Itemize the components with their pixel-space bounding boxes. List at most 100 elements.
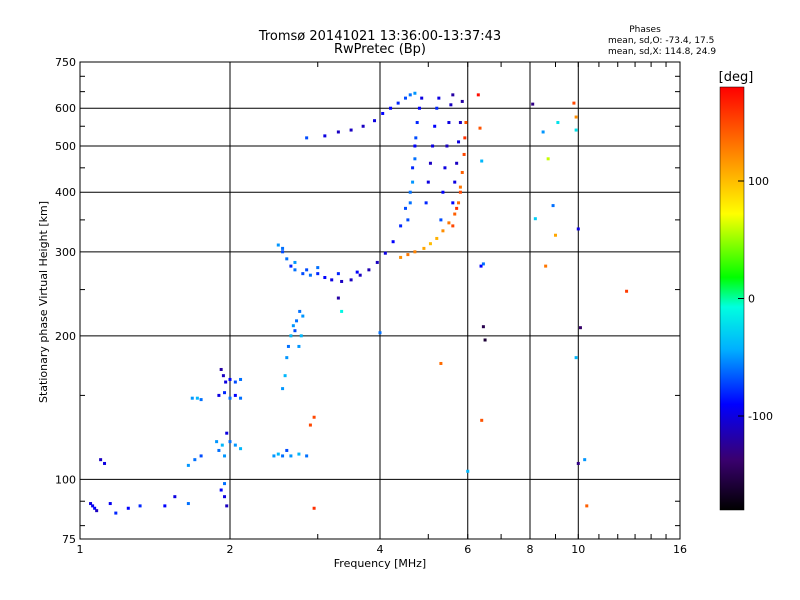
data-point [336, 272, 340, 276]
chart-subtitle: RwPretec (Bp) [334, 42, 426, 57]
data-point [281, 250, 285, 254]
data-point [420, 96, 424, 100]
data-point [553, 233, 557, 237]
data-point [186, 463, 190, 467]
data-point [126, 506, 130, 510]
data-point [447, 221, 451, 225]
data-point [330, 278, 334, 282]
data-point [323, 134, 327, 138]
y-tick-label: 75 [62, 533, 76, 546]
data-point [298, 309, 302, 313]
data-point [576, 461, 580, 465]
data-point [399, 224, 403, 228]
data-point [435, 106, 439, 110]
data-point [295, 319, 299, 323]
data-point [451, 93, 455, 97]
data-point [389, 106, 393, 110]
data-point [199, 454, 203, 458]
data-point [424, 201, 428, 205]
data-point [413, 144, 417, 148]
data-point [625, 289, 629, 293]
data-point [457, 140, 461, 144]
data-point [403, 206, 407, 210]
data-point [281, 454, 285, 458]
data-point [233, 393, 237, 397]
data-point [541, 130, 545, 134]
data-point [233, 380, 237, 384]
data-point [103, 461, 107, 465]
data-point [546, 157, 550, 161]
data-point [439, 218, 443, 222]
data-point [138, 504, 142, 508]
x-tick-label: 10 [571, 543, 585, 556]
data-point [413, 91, 417, 95]
x-tick-label: 6 [464, 543, 471, 556]
data-point [531, 102, 535, 106]
data-point [349, 128, 353, 132]
x-tick-label: 2 [227, 543, 234, 556]
data-point [114, 511, 118, 515]
data-point [91, 504, 95, 508]
data-point [464, 121, 468, 125]
data-point [426, 180, 430, 184]
data-point [336, 296, 340, 300]
data-point [431, 144, 435, 148]
data-point [411, 180, 415, 184]
data-point [355, 270, 359, 274]
y-tick-label: 750 [55, 56, 76, 69]
data-point [163, 504, 167, 508]
data-point [89, 502, 93, 506]
data-point [462, 152, 466, 156]
data-point [228, 440, 232, 444]
y-tick-label: 100 [55, 473, 76, 486]
data-point [396, 101, 400, 105]
data-point [422, 246, 426, 250]
data-point [193, 458, 197, 462]
data-point [447, 121, 451, 125]
data-point [276, 243, 280, 247]
data-point [297, 344, 301, 348]
colorbar-tick-label: 0 [748, 293, 755, 306]
data-point [476, 93, 480, 97]
data-point [219, 488, 223, 492]
data-point [413, 250, 417, 254]
data-point [312, 506, 316, 510]
data-point [381, 111, 385, 115]
data-point [483, 338, 487, 342]
data-point [441, 190, 445, 194]
data-point [233, 443, 237, 447]
x-tick-label: 16 [673, 543, 687, 556]
data-point [190, 396, 194, 400]
data-point [308, 273, 312, 277]
data-point [417, 106, 421, 110]
data-point [406, 253, 410, 257]
data-point [574, 128, 578, 132]
data-point [323, 276, 327, 280]
data-point [217, 393, 221, 397]
data-point [276, 452, 280, 456]
data-point [281, 246, 285, 250]
colorbar-label: [deg] [719, 70, 754, 85]
data-point [297, 452, 301, 456]
data-point [217, 448, 221, 452]
data-point [585, 504, 589, 508]
data-point [285, 257, 289, 261]
data-point [480, 418, 484, 422]
data-point [428, 242, 432, 246]
data-point [93, 506, 97, 510]
data-point [453, 212, 457, 216]
y-axis-label: Stationary phase Virtual Height [km] [37, 201, 50, 403]
data-point [458, 190, 462, 194]
colorbar-tick-label: 100 [748, 175, 769, 188]
data-point [460, 99, 464, 103]
data-point [378, 331, 382, 335]
data-point [336, 130, 340, 134]
data-point [223, 482, 227, 486]
data-point [576, 227, 580, 231]
data-point [478, 126, 482, 130]
data-point [367, 268, 371, 272]
data-point [173, 495, 177, 499]
data-point [301, 314, 305, 318]
data-point [375, 260, 379, 264]
data-point [408, 93, 412, 97]
